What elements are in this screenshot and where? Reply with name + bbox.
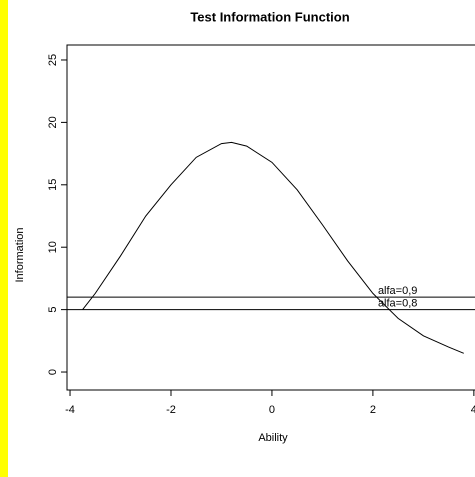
reference-label: alfa=0,9	[378, 285, 417, 297]
y-tick-label: 10	[47, 241, 59, 253]
x-tick-label: -4	[65, 404, 75, 416]
x-tick-label: 0	[269, 404, 275, 416]
x-tick-label: 4	[471, 404, 475, 416]
reference-label: alfa=0,8	[378, 298, 417, 310]
plot-box	[66, 44, 475, 391]
y-tick-label: 15	[47, 179, 59, 191]
chart-title: Test Information Function	[190, 9, 349, 24]
x-tick-label: -2	[166, 404, 176, 416]
y-tick-label: 0	[47, 369, 59, 375]
curve	[82, 141, 464, 354]
x-tick-label: 2	[370, 404, 376, 416]
y-tick-label: 20	[47, 116, 59, 128]
y-tick-label: 5	[47, 307, 59, 313]
x-axis-label: Ability	[258, 432, 288, 444]
yellow-strip	[0, 0, 8, 477]
y-tick-label: 25	[47, 54, 59, 66]
y-axis-label: Information	[14, 227, 26, 282]
